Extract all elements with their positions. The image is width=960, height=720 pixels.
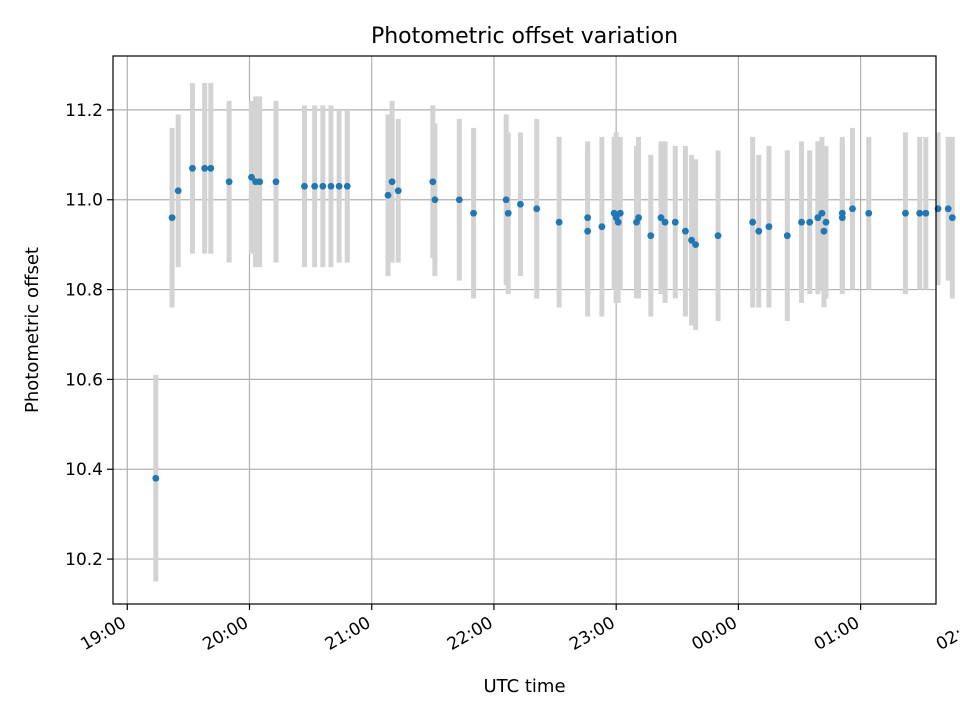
data-point (614, 218, 622, 226)
chart-title: Photometric offset variation (371, 24, 678, 49)
data-point (635, 214, 642, 222)
data-point (661, 218, 669, 226)
data-point (384, 191, 392, 199)
data-point (504, 209, 512, 217)
data-point (865, 209, 873, 217)
data-point (755, 227, 763, 235)
data-point (311, 182, 319, 190)
data-point (944, 205, 952, 213)
data-point (820, 227, 828, 235)
data-point (849, 205, 856, 213)
data-point (174, 187, 182, 195)
y-tick-label: 11.2 (65, 101, 103, 121)
data-point (765, 223, 773, 231)
data-point (902, 209, 909, 217)
data-point (948, 214, 956, 222)
data-point (798, 218, 805, 226)
data-point (319, 182, 327, 190)
data-point (327, 182, 335, 190)
data-point (207, 164, 215, 172)
data-point (814, 214, 822, 222)
data-point (647, 232, 655, 240)
data-point (272, 178, 280, 186)
data-point (168, 214, 176, 222)
y-axis-ticks: 10.2 10.4 10.6 10.8 11.0 11.2 (65, 101, 113, 570)
data-point (429, 178, 437, 186)
data-point (388, 178, 396, 186)
data-point (818, 209, 826, 217)
data-point (555, 218, 563, 226)
data-point (584, 227, 592, 235)
x-axis-label: UTC time (483, 676, 565, 697)
y-tick-label: 10.6 (65, 370, 103, 390)
data-point (822, 218, 830, 226)
data-point (692, 241, 700, 249)
y-axis-label: Photometric offset (22, 247, 43, 413)
y-tick-label: 11.0 (65, 191, 103, 211)
data-point (502, 196, 510, 204)
data-point (533, 205, 541, 213)
y-tick-label: 10.8 (65, 281, 103, 301)
data-point (783, 232, 791, 240)
data-point (749, 218, 757, 226)
data-point (517, 200, 524, 208)
data-point (714, 232, 722, 240)
data-point (455, 196, 463, 204)
data-point (616, 209, 624, 217)
plot-frame (112, 55, 937, 605)
data-point (189, 164, 196, 172)
data-point (688, 236, 695, 244)
data-point (838, 209, 846, 217)
data-point (657, 214, 665, 222)
data-point (301, 182, 308, 190)
y-tick-label: 10.2 (65, 550, 103, 570)
data-point (470, 209, 477, 217)
data-point (806, 218, 814, 226)
data-point (671, 218, 679, 226)
data-point (248, 173, 255, 181)
data-point (225, 178, 233, 186)
data-points (152, 164, 956, 482)
data-point (394, 187, 402, 195)
y-tick-label: 10.4 (65, 460, 103, 480)
data-point (598, 223, 606, 231)
data-point (152, 474, 160, 482)
data-point (201, 164, 209, 172)
data-point (916, 209, 924, 217)
data-point (584, 214, 592, 222)
data-point (431, 196, 439, 204)
data-point (343, 182, 351, 190)
data-point (682, 227, 689, 235)
data-point (256, 178, 264, 186)
data-point (335, 182, 343, 190)
data-point (922, 209, 930, 217)
